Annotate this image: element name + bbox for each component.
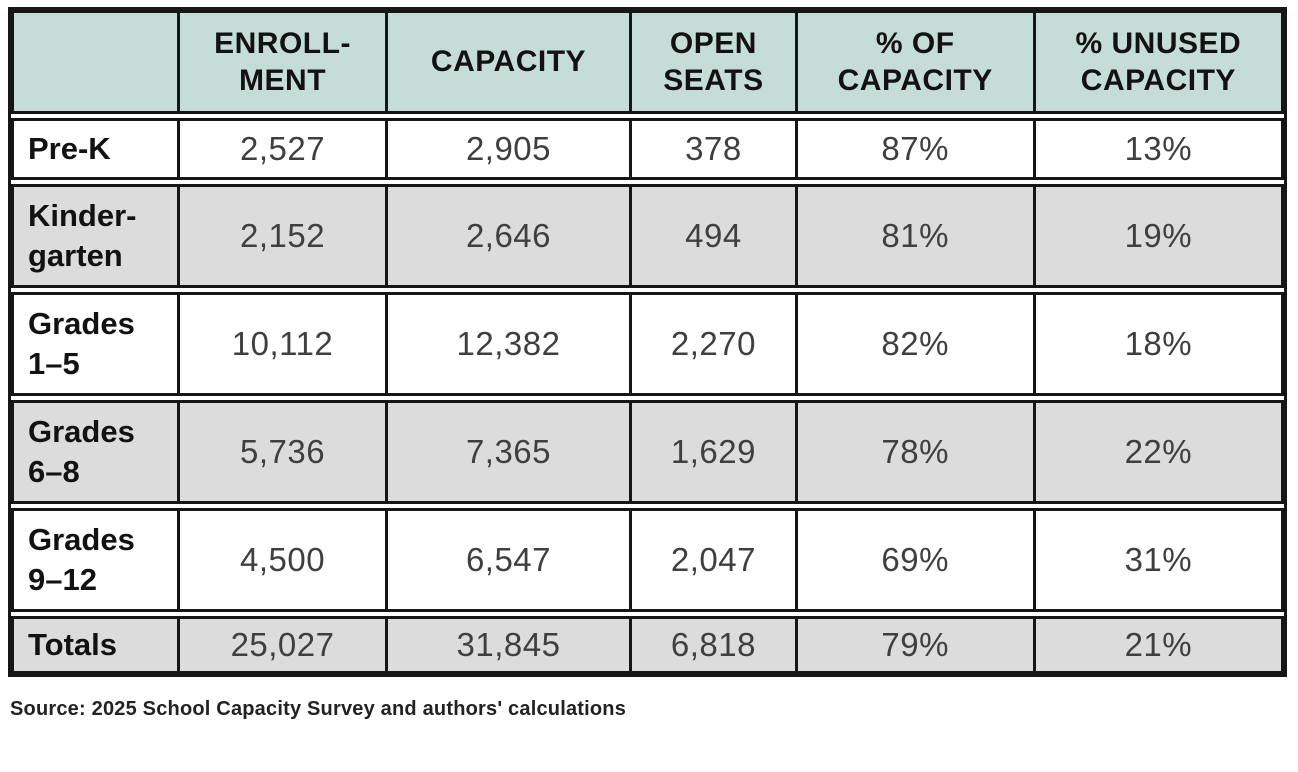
table-row-grades-9-12: Grades 9–12 4,500 6,547 2,047 69% 31% [11, 508, 1284, 612]
data-cell: 31% [1035, 508, 1284, 612]
header-row: ENROLL- MENT CAPACITY OPEN SEATS % OF CA… [11, 10, 1284, 114]
data-cell: 378 [632, 118, 798, 180]
data-cell: 2,270 [632, 292, 798, 396]
data-cell: 78% [797, 400, 1036, 504]
column-header-enrollment: ENROLL- MENT [180, 10, 388, 114]
data-cell: 5,736 [180, 400, 388, 504]
data-cell: 31,845 [387, 616, 633, 675]
data-cell: 2,527 [180, 118, 388, 180]
row-label-cell: Grades 1–5 [11, 292, 181, 396]
table-row-totals: Totals 25,027 31,845 6,818 79% 21% [11, 616, 1284, 675]
row-label-cell: Grades 9–12 [11, 508, 181, 612]
data-cell: 79% [797, 616, 1036, 675]
row-label-cell: Kinder- garten [11, 184, 181, 288]
data-cell: 25,027 [180, 616, 388, 675]
data-cell: 10,112 [180, 292, 388, 396]
data-cell: 2,152 [180, 184, 388, 288]
data-cell: 6,547 [387, 508, 633, 612]
table-row-kindergarten: Kinder- garten 2,152 2,646 494 81% 19% [11, 184, 1284, 288]
table-row-grades-1-5: Grades 1–5 10,112 12,382 2,270 82% 18% [11, 292, 1284, 396]
column-header-open-seats: OPEN SEATS [632, 10, 798, 114]
data-cell: 2,047 [632, 508, 798, 612]
data-cell: 494 [632, 184, 798, 288]
column-header-capacity: CAPACITY [387, 10, 633, 114]
row-label-cell: Pre-K [11, 118, 181, 180]
data-cell: 2,905 [387, 118, 633, 180]
data-cell: 12,382 [387, 292, 633, 396]
school-capacity-table: ENROLL- MENT CAPACITY OPEN SEATS % OF CA… [11, 10, 1284, 675]
data-cell: 82% [797, 292, 1036, 396]
data-cell: 21% [1035, 616, 1284, 675]
table-row-pre-k: Pre-K 2,527 2,905 378 87% 13% [11, 118, 1284, 180]
data-cell: 18% [1035, 292, 1284, 396]
column-header-blank [11, 10, 181, 114]
data-cell: 22% [1035, 400, 1284, 504]
table-row-grades-6-8: Grades 6–8 5,736 7,365 1,629 78% 22% [11, 400, 1284, 504]
data-cell: 13% [1035, 118, 1284, 180]
data-cell: 4,500 [180, 508, 388, 612]
data-cell: 1,629 [632, 400, 798, 504]
data-cell: 69% [797, 508, 1036, 612]
column-header-pct-of-capacity: % OF CAPACITY [797, 10, 1036, 114]
data-cell: 7,365 [387, 400, 633, 504]
data-cell: 2,646 [387, 184, 633, 288]
data-cell: 6,818 [632, 616, 798, 675]
school-capacity-table-frame: ENROLL- MENT CAPACITY OPEN SEATS % OF CA… [8, 7, 1287, 678]
data-cell: 87% [797, 118, 1036, 180]
row-label-cell: Grades 6–8 [11, 400, 181, 504]
row-label-cell: Totals [11, 616, 181, 675]
source-note: Source: 2025 School Capacity Survey and … [10, 698, 627, 721]
data-cell: 19% [1035, 184, 1284, 288]
column-header-pct-unused: % UNUSED CAPACITY [1035, 10, 1284, 114]
data-cell: 81% [797, 184, 1036, 288]
